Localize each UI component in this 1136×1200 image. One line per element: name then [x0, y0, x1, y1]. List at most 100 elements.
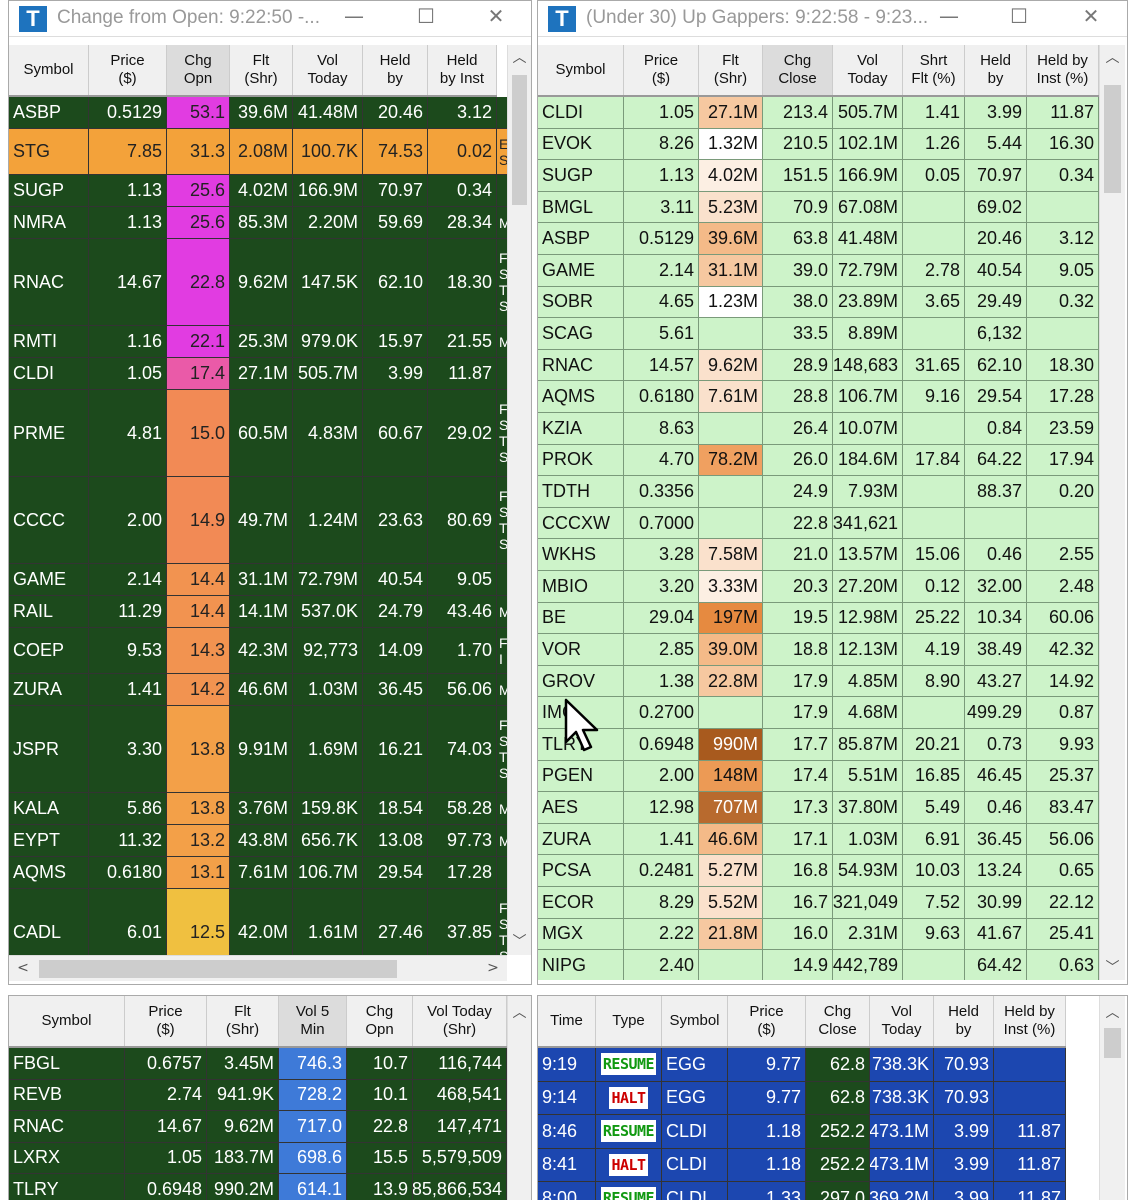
table-row[interactable]: TDTH 0.3356 24.9 7.93M 88.37 0.20: [538, 476, 1099, 508]
vertical-scrollbar[interactable]: ︿: [507, 996, 531, 1200]
column-header-type[interactable]: Type: [596, 996, 662, 1046]
column-header-flt[interactable]: Flt (Shr): [699, 45, 763, 95]
horizontal-scrollbar[interactable]: < >: [9, 955, 507, 981]
table-row[interactable]: ZURA 1.41 46.6M 17.1 1.03M 6.91 36.45 56.06: [538, 823, 1099, 856]
table-row[interactable]: SCAG 5.61 33.5 8.89M 6,132: [538, 318, 1099, 350]
column-header-chg-close[interactable]: Chg Close: [763, 45, 833, 95]
column-header-price[interactable]: Price ($): [125, 996, 207, 1046]
table-row[interactable]: IMC 0.2700 17.9 4.68M 499.29 0.87: [538, 697, 1099, 729]
scroll-thumb[interactable]: [1104, 1028, 1121, 1058]
table-row[interactable]: RNAC 14.67 9.62M 717.0 22.8 147,471: [9, 1111, 507, 1143]
column-header-price[interactable]: Price ($): [728, 996, 806, 1046]
vertical-scrollbar[interactable]: ︿ ﹀: [1099, 45, 1125, 980]
horizontal-scroll-thumb[interactable]: [39, 960, 397, 978]
table-row[interactable]: LXRX 1.05 183.7M 698.6 15.5 5,579,509: [9, 1142, 507, 1174]
table-row[interactable]: 9:19 RESUME EGG 9.77 62.8 738.3K 70.93: [538, 1048, 1066, 1082]
table-row[interactable]: 8:00 RESUME CLDI 1.33 297.0 369.2M 3.99 11.87: [538, 1182, 1066, 1200]
table-row[interactable]: MGX 2.22 21.8M 16.0 2.31M 9.63 41.67 25.41: [538, 918, 1099, 951]
vertical-scrollbar[interactable]: ︿: [1099, 996, 1125, 1200]
column-header-held-by-inst[interactable]: Held by Inst (%): [994, 996, 1066, 1046]
column-header-time[interactable]: Time: [538, 996, 596, 1046]
table-row[interactable]: KZIA 8.63 26.4 10.07M 0.84 23.59: [538, 413, 1099, 445]
column-header-chg-close[interactable]: Chg Close: [806, 996, 870, 1046]
scroll-down-arrow[interactable]: ﹀: [512, 934, 527, 950]
table-row[interactable]: AQMS 0.6180 13.1 7.61M 106.7M 29.54 17.28: [9, 857, 507, 889]
table-row[interactable]: PCSA 0.2481 5.27M 16.8 54.93M 10.03 13.24 0.65: [538, 855, 1099, 887]
column-header-chg-opn[interactable]: Chg Opn: [347, 996, 413, 1046]
table-row[interactable]: 9:14 HALT EGG 9.77 62.8 738.3K 70.93: [538, 1081, 1066, 1115]
table-row[interactable]: NIPG 2.40 14.9 442,789 64.42 0.63: [538, 950, 1099, 980]
table-row[interactable]: BMGL 3.11 5.23M 70.9 67.08M 69.02: [538, 191, 1099, 224]
column-header-held-by-inst[interactable]: Held by Inst: [428, 45, 497, 95]
table-row[interactable]: RNAC 14.57 9.62M 28.9 148,683 31.65 62.10 18.30: [538, 349, 1099, 382]
table-row[interactable]: CCCXW 0.7000 22.8 341,621: [538, 507, 1099, 540]
column-header-flt[interactable]: Flt (Shr): [207, 996, 279, 1046]
vertical-scrollbar[interactable]: ︿ ﹀: [507, 45, 531, 955]
scroll-down-arrow[interactable]: ﹀: [1105, 960, 1120, 976]
table-row[interactable]: BE 29.04 197M 19.5 12.98M 25.22 10.34 60.06: [538, 602, 1099, 635]
scroll-left-arrow[interactable]: <: [17, 960, 29, 976]
table-row[interactable]: GAME 2.14 14.4 31.1M 72.79M 40.54 9.05: [9, 564, 507, 596]
table-row[interactable]: FBGL 0.6757 3.45M 746.3 10.7 116,744: [9, 1048, 507, 1080]
table-row[interactable]: AES 12.98 707M 17.3 37.80M 5.49 0.46 83.47: [538, 792, 1099, 824]
table-row[interactable]: REVB 2.74 941.9K 728.2 10.1 468,541: [9, 1079, 507, 1111]
column-header-price[interactable]: Price ($): [624, 45, 699, 95]
table-row[interactable]: 8:46 RESUME CLDI 1.18 252.2 473.1M 3.99 11.87: [538, 1115, 1066, 1149]
maximize-button[interactable]: ☐: [1010, 4, 1028, 28]
table-row[interactable]: CLDI 1.05 27.1M 213.4 505.7M 1.41 3.99 11.87: [538, 97, 1099, 129]
column-header-held-by-inst[interactable]: Held by Inst (%): [1027, 45, 1099, 95]
table-row[interactable]: MBIO 3.20 3.33M 20.3 27.20M 0.12 32.00 2.48: [538, 571, 1099, 603]
minimize-button[interactable]: —: [344, 4, 364, 28]
title-bar[interactable]: T (Under 30) Up Gappers: 9:22:58 - 9:23.…: [538, 1, 1127, 37]
scroll-up-arrow[interactable]: ︿: [1105, 1005, 1120, 1021]
maximize-button[interactable]: ☐: [417, 4, 435, 28]
column-header-vol-5-min[interactable]: Vol 5 Min: [279, 996, 347, 1046]
column-header-flt[interactable]: Flt (Shr): [230, 45, 293, 95]
scroll-up-arrow[interactable]: ︿: [1105, 50, 1120, 66]
table-row[interactable]: PGEN 2.00 148M 17.4 5.51M 16.85 46.45 25.37: [538, 760, 1099, 793]
table-row[interactable]: COEP 9.53 14.3 42.3M 92,773 14.09 1.70 F I: [9, 628, 507, 674]
table-row[interactable]: GROV 1.38 22.8M 17.9 4.85M 8.90 43.27 14.92: [538, 665, 1099, 698]
column-header-symbol[interactable]: Symbol: [9, 45, 89, 95]
table-row[interactable]: PROK 4.70 78.2M 26.0 184.6M 17.84 64.22 17.94: [538, 444, 1099, 477]
column-header-price[interactable]: Price ($): [89, 45, 167, 95]
scroll-thumb[interactable]: [512, 75, 527, 205]
table-row[interactable]: TLRY 0.6948 990.2M 614.1 13.9 85,866,534: [9, 1174, 507, 1200]
title-bar[interactable]: T Change from Open: 9:22:50 -... — ☐ ✕: [9, 1, 531, 37]
table-row[interactable]: VOR 2.85 39.0M 18.8 12.13M 4.19 38.49 42.32: [538, 634, 1099, 666]
table-row[interactable]: ASBP 0.5129 53.1 39.6M 41.48M 20.46 3.12: [9, 97, 507, 129]
column-header-symbol[interactable]: Symbol: [662, 996, 728, 1046]
column-header-chg-opn[interactable]: Chg Opn: [167, 45, 230, 95]
column-header-symbol[interactable]: Symbol: [9, 996, 125, 1046]
column-header-vol-today[interactable]: Vol Today: [870, 996, 934, 1046]
close-button[interactable]: ✕: [487, 4, 505, 28]
column-header-held-by[interactable]: Held by: [965, 45, 1027, 95]
table-row[interactable]: SUGP 1.13 25.6 4.02M 166.9M 70.97 0.34: [9, 175, 507, 207]
scroll-up-arrow[interactable]: ︿: [512, 50, 527, 66]
column-header-vol-today[interactable]: Vol Today: [833, 45, 903, 95]
column-header-shrt-flt[interactable]: Shrt Flt (%): [903, 45, 965, 95]
scroll-right-arrow[interactable]: >: [487, 960, 499, 976]
table-row[interactable]: EVOK 8.26 1.32M 210.5 102.1M 1.26 5.44 16.30: [538, 128, 1099, 161]
table-row[interactable]: SOBR 4.65 1.23M 38.0 23.89M 3.65 29.49 0.32: [538, 286, 1099, 319]
table-row[interactable]: AQMS 0.6180 7.61M 28.8 106.7M 9.16 29.54 17.28: [538, 381, 1099, 413]
table-row[interactable]: CLDI 1.05 17.4 27.1M 505.7M 3.99 11.87: [9, 358, 507, 390]
column-header-held-by[interactable]: Held by: [934, 996, 994, 1046]
column-header-vol-today[interactable]: Vol Today (Shr): [413, 996, 507, 1046]
table-row[interactable]: ASBP 0.5129 39.6M 63.8 41.48M 20.46 3.12: [538, 223, 1099, 255]
table-row[interactable]: SUGP 1.13 4.02M 151.5 166.9M 0.05 70.97 0.34: [538, 160, 1099, 192]
column-header-vol-today[interactable]: Vol Today: [293, 45, 363, 95]
scroll-thumb[interactable]: [1104, 85, 1121, 193]
table-row[interactable]: ECOR 8.29 5.52M 16.7 321,049 7.52 30.99 22.12: [538, 887, 1099, 919]
scroll-up-arrow[interactable]: ︿: [512, 1005, 527, 1021]
